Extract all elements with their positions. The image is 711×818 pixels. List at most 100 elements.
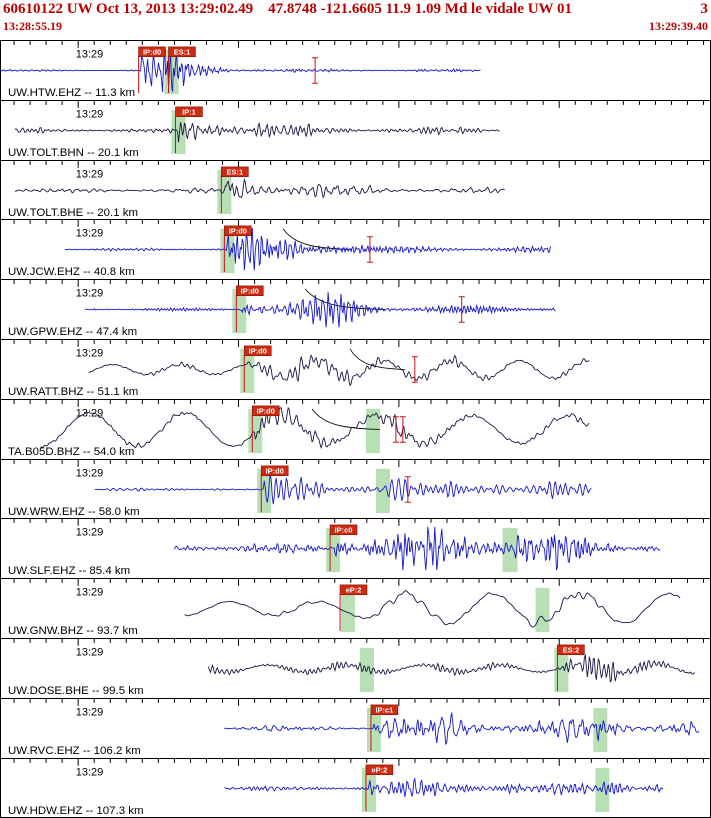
station-label: UW.HDW.EHZ -- 107.3 km: [8, 805, 144, 817]
amplitude-marker[interactable]: [399, 416, 406, 443]
trace-panel-uw-rvc-ehz[interactable]: 13:29 IP:c1 UW.RVC.EHZ -- 106.2 km: [1, 697, 710, 758]
pick-flag[interactable]: [244, 345, 272, 357]
station-label: UW.TOLT.BHE -- 20.1 km: [8, 207, 138, 219]
trace-plot[interactable]: 13:29 IP:c1 UW.RVC.EHZ -- 106.2 km: [1, 698, 710, 757]
pick-flag-label: IP:d0: [143, 48, 161, 57]
trace-panel-uw-hdw-ehz[interactable]: 13:29 eP:2 UW.HDW.EHZ -- 107.3 km: [1, 757, 710, 818]
trace-panel-uw-tolt-bhn[interactable]: 13:29 IP:1 UW.TOLT.BHN -- 20.1 km: [1, 99, 710, 160]
pick-flag[interactable]: [138, 46, 166, 58]
pick-flag[interactable]: [260, 465, 289, 476]
trace-time-label: 13:29: [76, 408, 103, 420]
trace-panel-uw-jcw-ehz[interactable]: 13:29 IP:d0 UW.JCW.EHZ -- 40.8 km: [1, 219, 710, 280]
time-ticks: [13, 220, 705, 228]
pick-flag-label: IP:d0: [266, 466, 284, 475]
trace-plot[interactable]: 13:29 IP:d0 UW.JCW.EHZ -- 40.8 km: [1, 220, 710, 278]
trace-time-label: 13:29: [76, 49, 103, 61]
trace-panel-uw-slf-ehz[interactable]: 13:29 IP:c0 UW.SLF.EHZ -- 85.4 km: [1, 518, 710, 579]
trace-panel-uw-gnw-bhz[interactable]: 13:29 eP:2 UW.GNW.BHZ -- 93.7 km: [1, 578, 710, 638]
trace-panel-uw-wrw-ehz[interactable]: 13:29 IP:d0 UW.WRW.EHZ -- 58.0 km: [1, 458, 710, 519]
trace-panel-uw-htw-ehz[interactable]: 13:29 IP:d0 ES:1 UW.HTW.EHZ -- 11.3 km: [1, 40, 710, 100]
time-ticks: [13, 758, 705, 766]
pick-flag-label: ES:2: [563, 646, 580, 655]
trace-time-label: 13:29: [76, 168, 103, 180]
amplitude-marker[interactable]: [392, 416, 399, 443]
trace-plot[interactable]: 13:29 IP:d0 UW.RATT.BHZ -- 51.1 km: [1, 339, 710, 398]
pick-flag[interactable]: [221, 166, 249, 177]
trace-panel-uw-gpw-ehz[interactable]: 13:29 IP:d0 UW.GPW.EHZ -- 47.4 km: [1, 279, 710, 339]
waveform-path[interactable]: [224, 776, 664, 797]
trace-plot[interactable]: 13:29 eP:2 UW.HDW.EHZ -- 107.3 km: [1, 758, 710, 817]
trace-time-label: 13:29: [76, 288, 103, 300]
trace-plot[interactable]: 13:29 IP:d0 UW.WRW.EHZ -- 58.0 km: [1, 459, 710, 518]
trace-plot[interactable]: 13:29 ES:1 UW.TOLT.BHE -- 20.1 km: [1, 160, 710, 219]
time-ticks: [13, 280, 705, 288]
trace-time-label: 13:29: [76, 109, 103, 121]
waveform-path[interactable]: [14, 177, 505, 199]
trace-plot[interactable]: 13:29 IP:d0 UW.GPW.EHZ -- 47.4 km: [1, 280, 710, 338]
waveform-path[interactable]: [94, 473, 592, 504]
window-end-time: 13:29:39.40: [649, 19, 708, 33]
pick-flag-label: IP:d0: [229, 227, 247, 236]
waveform-path[interactable]: [174, 527, 661, 571]
pick-flag[interactable]: [339, 584, 368, 596]
station-label: UW.HTW.EHZ -- 11.3 km: [8, 87, 135, 99]
station-label: UW.RVC.EHZ -- 106.2 km: [8, 745, 141, 757]
waveform-path[interactable]: [88, 354, 590, 387]
trace-time-label: 13:29: [76, 467, 103, 479]
waveform-path[interactable]: [14, 121, 500, 143]
station-label: UW.GPW.EHZ -- 47.4 km: [8, 326, 137, 338]
trace-time-label: 13:29: [76, 348, 103, 360]
coda-envelope-curve: [282, 229, 353, 251]
trace-panel-ta-b05d-bhz[interactable]: 13:29 IP:d0 TA.B05D.BHZ -- 54.0 km: [1, 398, 710, 459]
trace-panel-uw-ratt-bhz[interactable]: 13:29 IP:d0 UW.RATT.BHZ -- 51.1 km: [1, 338, 710, 399]
amplitude-marker[interactable]: [411, 356, 418, 383]
pick-flag-label: eP:2: [346, 586, 362, 595]
station-label: UW.RATT.BHZ -- 51.1 km: [8, 386, 138, 398]
pick-flag[interactable]: [557, 644, 585, 655]
station-label: UW.GNW.BHZ -- 93.7 km: [8, 625, 138, 637]
pick-flag[interactable]: [236, 285, 264, 297]
pick-flag[interactable]: [370, 704, 399, 715]
pick-highlight-band: [375, 468, 390, 513]
trace-plot[interactable]: 13:29 IP:c0 UW.SLF.EHZ -- 85.4 km: [1, 519, 710, 577]
time-ticks: [13, 638, 705, 646]
trace-plot[interactable]: 13:29 IP:d0 TA.B05D.BHZ -- 54.0 km: [1, 399, 710, 458]
station-label: UW.DOSE.BHE -- 99.5 km: [8, 685, 144, 697]
event-title: 60610122 UW Oct 13, 2013 13:29:02.49 47.…: [3, 1, 573, 17]
waveform-path[interactable]: [40, 406, 590, 449]
pick-flag[interactable]: [365, 764, 394, 775]
trace-time-label: 13:29: [76, 228, 103, 240]
waveform-path[interactable]: [184, 590, 681, 628]
waveform-path[interactable]: [1, 48, 481, 93]
pick-flag-label: IP:d0: [249, 347, 267, 356]
pick-flag-label: IP:c0: [335, 526, 353, 535]
trace-time-label: 13:29: [76, 766, 103, 778]
event-header: 60610122 UW Oct 13, 2013 13:29:02.49 47.…: [0, 0, 711, 40]
time-ticks: [13, 339, 705, 347]
trace-plot[interactable]: 13:29 IP:d0 ES:1 UW.HTW.EHZ -- 11.3 km: [1, 41, 710, 99]
amplitude-marker[interactable]: [366, 236, 373, 264]
amplitude-marker[interactable]: [404, 475, 411, 503]
waveform-path[interactable]: [207, 654, 696, 683]
pick-flag-label: IP:d0: [241, 287, 259, 296]
time-ticks: [13, 459, 705, 467]
pick-flag[interactable]: [175, 106, 203, 117]
pick-flag[interactable]: [329, 524, 358, 536]
trace-panel-uw-dose-bhe[interactable]: 13:29 ES:2 UW.DOSE.BHE -- 99.5 km: [1, 637, 710, 698]
trace-plot[interactable]: 13:29 eP:2 UW.GNW.BHZ -- 93.7 km: [1, 579, 710, 637]
waveform-path[interactable]: [84, 292, 556, 328]
trace-plot[interactable]: 13:29 ES:2 UW.DOSE.BHE -- 99.5 km: [1, 638, 710, 697]
amplitude-marker[interactable]: [312, 57, 319, 84]
pick-highlight-band: [326, 528, 341, 573]
time-ticks: [13, 100, 705, 108]
trace-plot[interactable]: 13:29 IP:1 UW.TOLT.BHN -- 20.1 km: [1, 100, 710, 159]
waveform-path[interactable]: [64, 228, 551, 271]
station-label: UW.TOLT.BHN -- 20.1 km: [8, 147, 139, 159]
pick-flag[interactable]: [224, 225, 252, 237]
pick-flag[interactable]: [251, 405, 280, 416]
trace-panel-uw-tolt-bhe[interactable]: 13:29 ES:1 UW.TOLT.BHE -- 20.1 km: [1, 159, 710, 220]
amplitude-marker[interactable]: [458, 296, 465, 323]
waveform-path[interactable]: [224, 712, 700, 745]
pick-flag[interactable]: [168, 46, 196, 58]
